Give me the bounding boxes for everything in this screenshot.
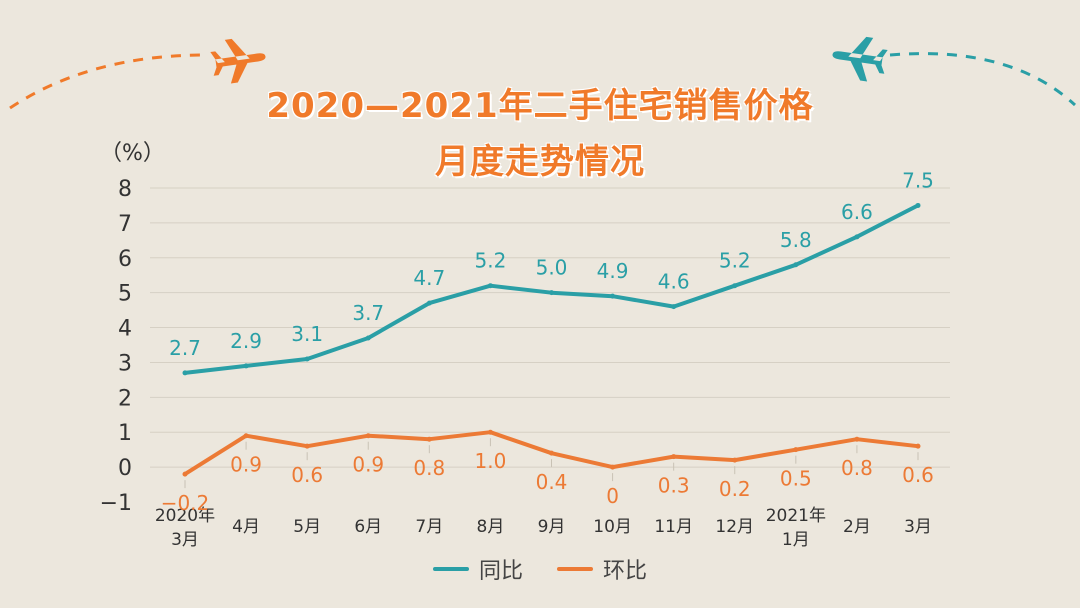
- data-point: [304, 356, 310, 362]
- data-label: 0.9: [230, 453, 262, 477]
- data-label: 0.2: [719, 477, 751, 501]
- data-point: [243, 363, 249, 369]
- y-tick-label: 1: [118, 421, 132, 446]
- data-point: [182, 471, 188, 477]
- data-label: 4.6: [658, 270, 690, 294]
- data-point: [426, 300, 432, 306]
- data-label: −0.2: [161, 491, 210, 515]
- data-label: 0.5: [780, 467, 812, 491]
- x-tick-label: 3月: [904, 517, 932, 537]
- data-point: [732, 283, 738, 289]
- data-label: 3.7: [352, 301, 384, 325]
- dashed-arc-right: [889, 52, 1077, 107]
- data-label: 0.6: [902, 463, 934, 487]
- x-tick-label: 2020年 3月: [155, 506, 215, 550]
- data-label: 0.3: [658, 474, 690, 498]
- x-tick-label: 8月: [477, 517, 505, 537]
- x-tick-label: 7月: [415, 517, 443, 537]
- data-label: 5.2: [719, 249, 751, 273]
- data-point: [793, 447, 799, 453]
- x-tick-label: 10月: [593, 517, 632, 537]
- data-label: 5.2: [475, 249, 507, 273]
- data-point: [487, 429, 493, 435]
- y-tick-label: 7: [118, 212, 132, 237]
- grid: [150, 187, 950, 468]
- y-tick-label: 0: [118, 456, 132, 481]
- chart-title-line-1: 2020—2021年二手住宅销售价格: [266, 86, 814, 126]
- data-point: [487, 283, 493, 289]
- data-point: [304, 443, 310, 449]
- series: [182, 202, 921, 477]
- data-label: 0: [606, 484, 619, 508]
- legend-item-yoy: 同比: [432, 553, 523, 585]
- data-label: 2.9: [230, 329, 262, 353]
- x-tick-label: 2月: [843, 517, 871, 537]
- data-label: 4.9: [597, 259, 629, 283]
- data-label: 3.1: [291, 322, 323, 346]
- data-label: 0.6: [291, 463, 323, 487]
- y-tick-label: 6: [118, 247, 132, 272]
- decorative-arcs: [9, 52, 1077, 110]
- data-point: [549, 450, 554, 456]
- legend-swatch-mom: [557, 567, 593, 571]
- y-tick-label: 2: [118, 386, 132, 411]
- data-label: 0.4: [536, 470, 568, 494]
- data-label: 5.0: [536, 256, 568, 280]
- data-point: [854, 234, 860, 240]
- legend-label-mom: 环比: [603, 559, 648, 584]
- data-point: [671, 304, 677, 310]
- y-tick-label: 4: [118, 317, 132, 342]
- y-axis-label: （%）: [100, 141, 165, 166]
- data-label: 0.8: [413, 456, 445, 480]
- data-point: [793, 262, 799, 268]
- data-label: 2.7: [169, 336, 201, 360]
- data-label: 7.5: [902, 168, 934, 192]
- data-label: 0.8: [841, 456, 873, 480]
- dashed-arc-left: [9, 53, 206, 110]
- data-label: 0.9: [352, 453, 384, 477]
- data-point: [854, 436, 860, 442]
- x-tick-label: 2021年 1月: [766, 506, 826, 550]
- y-tick-label: 8: [118, 177, 132, 202]
- data-point: [243, 433, 249, 439]
- x-tick-label: 4月: [232, 517, 260, 537]
- x-tick-label: 5月: [293, 517, 321, 537]
- data-label: 5.8: [780, 228, 812, 252]
- x-tick-label: 6月: [354, 517, 382, 537]
- y-tick-label: −1: [100, 491, 132, 516]
- y-tick-label: 3: [118, 351, 132, 376]
- x-tick-label: 11月: [654, 517, 693, 537]
- data-point: [182, 370, 188, 376]
- airplane-icon: [210, 38, 266, 84]
- data-label: 6.6: [841, 200, 873, 224]
- data-point: [426, 436, 432, 442]
- data-label: 1.0: [475, 449, 507, 473]
- y-tick-label: 5: [118, 282, 132, 307]
- legend-swatch-yoy: [432, 567, 469, 571]
- data-point: [915, 202, 921, 208]
- data-point: [610, 464, 616, 470]
- chart-title-line-2: 月度走势情况: [435, 142, 645, 182]
- data-labels: 2.7 2.9 3.1 3.7 4.7 5.2 5.0 4.9 4.6 5.2 5.8 6.6 7.5 −…: [161, 168, 934, 515]
- legend-label-yoy: 同比: [478, 559, 523, 584]
- axes: （%） −1 0 1 2 3 4 5 6 7 8 2020年 3月 4月 5月 6月 7月 8月 9月 10月 11月 1…: [100, 141, 932, 550]
- data-point: [610, 293, 616, 299]
- legend-item-mom: 环比: [557, 553, 647, 585]
- data-point: [732, 457, 738, 463]
- data-point: [549, 290, 554, 296]
- airplane-icon: [832, 36, 888, 82]
- data-point: [365, 433, 371, 439]
- data-point: [671, 454, 677, 460]
- data-point: [915, 443, 921, 449]
- data-point: [365, 335, 371, 341]
- x-tick-label: 12月: [715, 517, 754, 537]
- x-tick-label: 9月: [538, 517, 566, 537]
- data-label: 4.7: [413, 266, 445, 290]
- legend: 同比 环比: [0, 553, 1080, 585]
